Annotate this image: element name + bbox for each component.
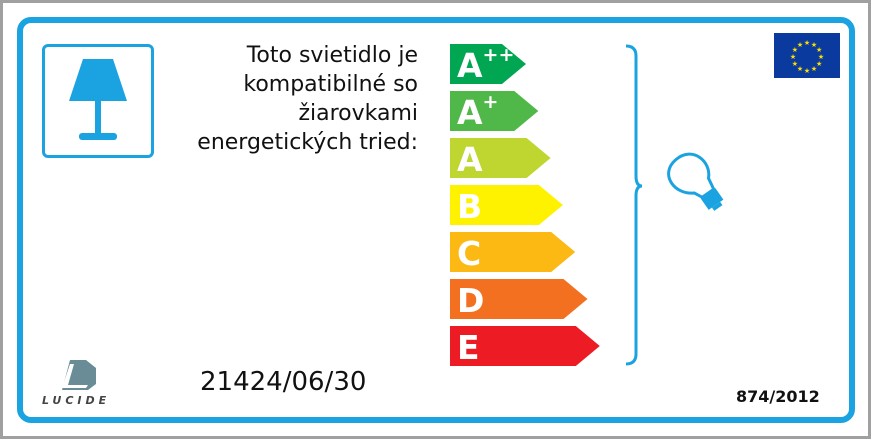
energy-class-bar-A: A: [450, 138, 551, 179]
description-line: energetických tried:: [197, 130, 418, 155]
eu-star: ★: [811, 65, 817, 73]
model-number: 21424/06/30: [200, 367, 367, 397]
energy-class-bar-E: E: [450, 326, 600, 367]
energy-class-bar-B: B: [450, 185, 563, 226]
energy-class-bar-C: C: [450, 232, 576, 273]
energy-class-arrow: [450, 232, 576, 272]
eu-star: ★: [804, 67, 810, 75]
eu-star: ★: [816, 60, 822, 68]
energy-class-arrow: [450, 326, 600, 366]
energy-class-bar-D: D: [450, 279, 588, 320]
compatibility-description: Toto svietidlo je kompatibilné so žiarov…: [180, 41, 418, 157]
eu-star: ★: [792, 46, 798, 54]
energy-class-arrow: [450, 44, 526, 84]
brand-logo: LUCIDE: [40, 358, 120, 408]
energy-class-bar-Aplus: A+: [450, 91, 539, 132]
svg-text:LUCIDE: LUCIDE: [42, 394, 110, 407]
description-line: Toto svietidlo je: [246, 43, 418, 68]
energy-class-arrow: [450, 138, 551, 178]
energy-class-bar-Aplusplus: A++: [450, 44, 526, 85]
energy-class-label: C: [457, 234, 481, 273]
description-line: kompatibilné so: [243, 72, 418, 97]
eu-star: ★: [797, 41, 803, 49]
eu-star: ★: [811, 41, 817, 49]
energy-class-label: B: [457, 187, 482, 226]
energy-class-arrow: [450, 91, 539, 131]
energy-class-label: A++: [457, 44, 514, 85]
eu-star: ★: [816, 46, 822, 54]
light-bulb-icon: [667, 152, 724, 211]
energy-class-label: A: [457, 140, 483, 179]
eu-star: ★: [790, 53, 796, 61]
eu-star: ★: [818, 53, 824, 61]
energy-class-label: E: [457, 328, 480, 367]
energy-class-label: D: [457, 281, 484, 320]
eu-flag-icon: ★ ★ ★ ★ ★ ★ ★ ★ ★ ★ ★ ★: [774, 33, 840, 78]
bracket: [625, 44, 643, 366]
eu-star: ★: [797, 65, 803, 73]
regulation-number: 874/2012: [736, 387, 820, 406]
description-line: žiarovkami: [298, 101, 418, 126]
eu-star: ★: [792, 60, 798, 68]
energy-class-arrow: [450, 279, 588, 319]
energy-class-arrow: [450, 185, 563, 225]
label-frame: [17, 17, 855, 423]
table-lamp-icon: [42, 44, 154, 158]
eu-star: ★: [804, 39, 810, 47]
